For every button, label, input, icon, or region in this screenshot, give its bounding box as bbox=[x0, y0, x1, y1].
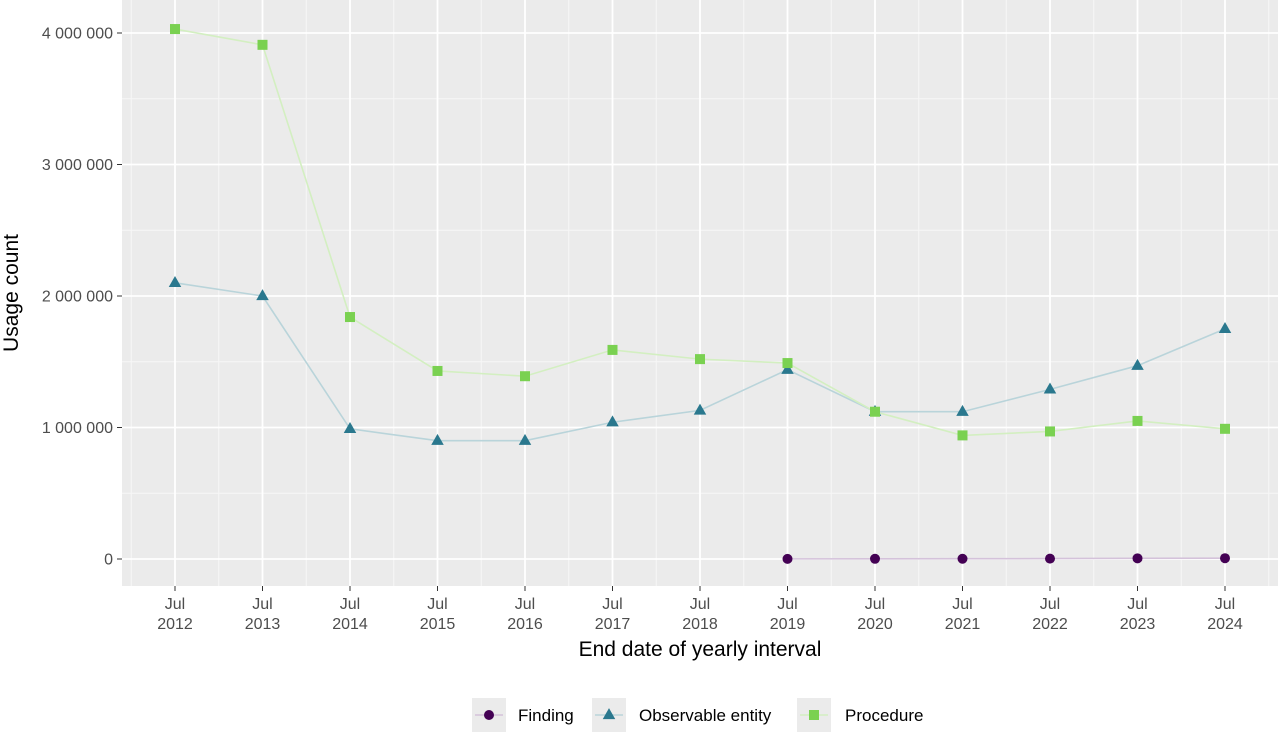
data-point-finding bbox=[1132, 553, 1143, 564]
data-point-procedure bbox=[782, 358, 793, 369]
data-point-finding bbox=[1220, 553, 1230, 564]
x-tick-label-year: 2019 bbox=[770, 616, 806, 633]
data-point-procedure bbox=[1132, 415, 1143, 426]
legend-marker-finding bbox=[484, 710, 494, 720]
data-point-observable-entity bbox=[956, 404, 969, 416]
y-tick-label: 4 000 000 bbox=[42, 26, 113, 43]
data-point-procedure bbox=[1220, 423, 1230, 434]
x-tick-label-month: Jul bbox=[340, 596, 360, 613]
x-tick-label-year: 2022 bbox=[1032, 616, 1068, 633]
x-tick-label-month: Jul bbox=[1127, 596, 1147, 613]
x-tick-label-year: 2015 bbox=[420, 616, 456, 633]
data-point-observable-entity bbox=[1043, 382, 1057, 394]
data-point-procedure bbox=[1045, 426, 1055, 437]
x-tick-label-month: Jul bbox=[777, 596, 797, 613]
data-point-observable-entity bbox=[431, 433, 444, 445]
data-point-procedure bbox=[432, 365, 443, 376]
legend-label-procedure: Procedure bbox=[845, 706, 923, 725]
data-point-observable-entity bbox=[693, 403, 707, 415]
data-point-procedure bbox=[607, 344, 618, 355]
x-tick-label-month: Jul bbox=[1215, 596, 1235, 613]
x-axis: Jul 2012 Jul 2013 Jul 2014 Jul 2015 Jul 2016 Jul 20… bbox=[157, 586, 1243, 633]
data-point-finding bbox=[782, 553, 793, 564]
data-point-observable-entity bbox=[1131, 358, 1144, 370]
legend-marker-observable-entity bbox=[602, 708, 616, 720]
x-tick-label-month: Jul bbox=[427, 596, 447, 613]
data-point-observable-entity bbox=[781, 362, 794, 374]
data-point-observable-entity bbox=[256, 289, 269, 301]
x-tick-label-month: Jul bbox=[165, 596, 185, 613]
legend-label-observable-entity: Observable entity bbox=[639, 706, 772, 725]
data-point-procedure bbox=[170, 24, 180, 35]
data-point-observable-entity bbox=[1218, 322, 1232, 334]
x-tick-label-year: 2014 bbox=[332, 616, 368, 633]
x-tick-label-month: Jul bbox=[602, 596, 622, 613]
legend: Finding Observable entity Procedure bbox=[472, 698, 923, 732]
x-tick-label-year: 2017 bbox=[595, 616, 631, 633]
y-tick-label: 2 000 000 bbox=[42, 289, 113, 306]
x-tick-label-year: 2012 bbox=[157, 616, 193, 633]
y-axis: 0 1 000 000 2 000 000 3 000 000 4 000 000 bbox=[42, 26, 122, 569]
x-tick-label-month: Jul bbox=[515, 596, 535, 613]
data-point-procedure bbox=[957, 430, 968, 441]
data-point-procedure bbox=[695, 354, 705, 365]
x-tick-label-month: Jul bbox=[690, 596, 710, 613]
x-tick-label-year: 2018 bbox=[682, 616, 718, 633]
x-tick-label-year: 2016 bbox=[507, 616, 543, 633]
series-points bbox=[168, 24, 1232, 564]
y-tick-label: 0 bbox=[104, 552, 113, 569]
data-point-procedure bbox=[870, 406, 880, 417]
data-point-finding bbox=[957, 553, 968, 564]
data-point-procedure bbox=[257, 39, 268, 50]
x-tick-label-year: 2021 bbox=[945, 616, 981, 633]
y-axis-title: Usage count bbox=[0, 234, 23, 352]
x-tick-label-month: Jul bbox=[865, 596, 885, 613]
y-tick-label: 3 000 000 bbox=[42, 157, 113, 174]
x-tick-label-year: 2024 bbox=[1207, 616, 1243, 633]
x-tick-label-year: 2020 bbox=[857, 616, 893, 633]
data-point-observable-entity bbox=[343, 421, 357, 433]
data-point-observable-entity bbox=[518, 433, 532, 445]
x-tick-label-month: Jul bbox=[252, 596, 272, 613]
data-point-observable-entity bbox=[168, 276, 182, 288]
data-point-finding bbox=[870, 553, 880, 564]
data-point-finding bbox=[1045, 553, 1055, 564]
x-tick-label-month: Jul bbox=[952, 596, 972, 613]
x-tick-label-month: Jul bbox=[1040, 596, 1060, 613]
data-point-procedure bbox=[345, 312, 355, 323]
x-tick-label-year: 2023 bbox=[1120, 616, 1156, 633]
legend-marker-procedure bbox=[809, 710, 819, 720]
x-axis-title: End date of yearly interval bbox=[579, 638, 822, 661]
data-point-procedure bbox=[520, 371, 530, 382]
legend-label-finding: Finding bbox=[518, 706, 574, 725]
y-tick-label: 1 000 000 bbox=[42, 420, 113, 437]
series-line-finding bbox=[787, 557, 1226, 560]
x-tick-label-year: 2013 bbox=[245, 616, 281, 633]
data-point-observable-entity bbox=[606, 415, 619, 427]
